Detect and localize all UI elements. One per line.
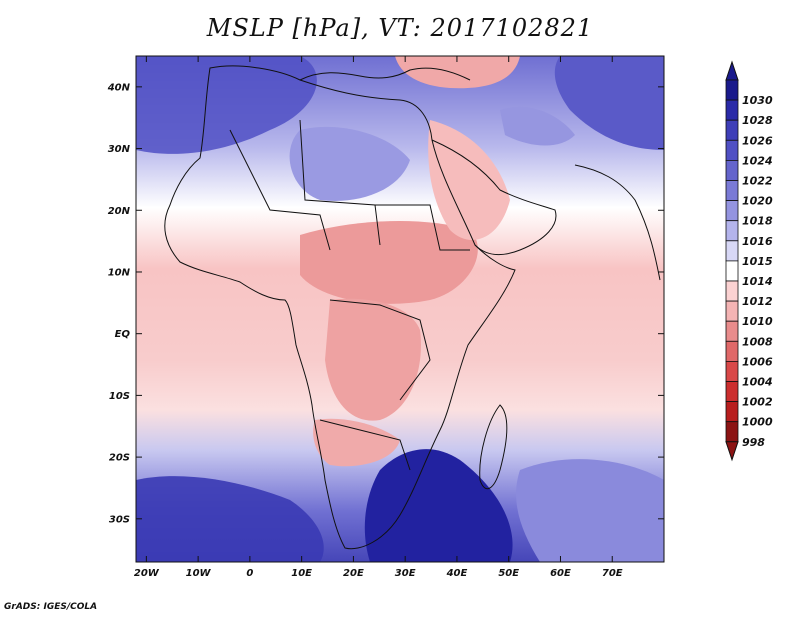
- colorbar-label: 1028: [742, 114, 773, 127]
- colorbar-swatch: [725, 119, 739, 141]
- colorbar-label: 1022: [742, 175, 773, 188]
- colorbar-swatch: [725, 200, 739, 222]
- border-sudan: [375, 204, 470, 251]
- coastlines: [164, 65, 661, 550]
- lat-tick-label: 10S: [109, 391, 130, 402]
- lon-tick-label: 70E: [602, 568, 623, 579]
- lat-tick-label: 20S: [109, 453, 130, 464]
- colorbar-label: 1008: [742, 335, 773, 348]
- border-central-africa: [329, 299, 431, 401]
- plot-frame: [135, 55, 665, 563]
- colorbar-swatch: [725, 159, 739, 181]
- colorbar-label: 1024: [742, 154, 773, 167]
- colorbar-swatch: [725, 360, 739, 382]
- colorbar-label: 1000: [742, 416, 773, 429]
- lon-tick-label: 60E: [550, 568, 571, 579]
- field-sahel-low: [300, 220, 478, 304]
- lon-tick-label: 0: [246, 568, 253, 579]
- colorbar-swatch: [725, 79, 739, 101]
- colorbar-swatch: [725, 300, 739, 322]
- lat-tick-label: 10N: [108, 267, 131, 278]
- latitude-axis: 40N 30N 20N 10N EQ 10S 20S 30S: [107, 82, 664, 525]
- colorbar-label: 1006: [742, 355, 773, 368]
- field-sahara-high: [289, 126, 410, 201]
- field-arabia-low: [428, 120, 510, 240]
- colorbar-label: 1016: [742, 235, 773, 248]
- coastline-arabia: [431, 139, 557, 256]
- colorbar-swatch: [725, 139, 739, 161]
- coastline-madagascar: [479, 404, 508, 490]
- lon-tick-label: 40E: [446, 568, 468, 579]
- colorbar-label: 1026: [742, 134, 773, 147]
- longitude-axis: 20W 10W 0 10E 20E 30E 40E 50E 60E 70E: [134, 56, 623, 579]
- lat-tick-label: 30S: [109, 514, 130, 525]
- colorbar-swatch: [725, 381, 739, 403]
- colorbar-swatch: [725, 421, 739, 443]
- colorbar-label: 1002: [742, 396, 773, 409]
- border-sahara-west: [229, 129, 331, 251]
- lon-tick-label: 20W: [134, 568, 160, 579]
- lon-tick-label: 10W: [186, 568, 212, 579]
- field-iran-high: [500, 106, 575, 146]
- colorbar-swatch: [725, 180, 739, 202]
- coastline-mediterranean: [299, 67, 471, 81]
- coastline-india: [574, 164, 661, 281]
- colorbar-label: 1015: [742, 255, 773, 268]
- colorbar-swatch: [725, 240, 739, 262]
- lat-tick-label: EQ: [115, 329, 131, 340]
- colorbar-swatch: [725, 401, 739, 423]
- field-turkey-low: [395, 56, 520, 89]
- colorbar-label: 1010: [742, 315, 773, 328]
- lon-tick-label: 10E: [291, 568, 312, 579]
- field-indian-ocean-high: [516, 459, 664, 562]
- colorbar-swatch: [725, 340, 739, 362]
- colorbar-label: 1004: [742, 376, 773, 389]
- field-north-atlantic-high: [136, 56, 317, 154]
- pressure-field: [136, 56, 664, 562]
- colorbar-label: 1030: [742, 94, 773, 107]
- colorbar-swatch: [725, 320, 739, 342]
- lat-tick-label: 30N: [108, 144, 131, 155]
- lon-tick-label: 50E: [498, 568, 519, 579]
- lon-tick-label: 30E: [395, 568, 416, 579]
- credit-text: GrADS: IGES/COLA: [4, 602, 98, 612]
- colorbar-label: 1012: [742, 295, 773, 308]
- colorbar-label: 998: [742, 436, 765, 449]
- field-south-atlantic-high: [136, 476, 324, 562]
- lon-tick-label: 20E: [343, 568, 364, 579]
- border-sahara-central: [299, 119, 381, 246]
- colorbar-swatch: [725, 260, 739, 282]
- field-central-africa-low: [325, 298, 421, 421]
- colorbar-swatch: [725, 99, 739, 121]
- colorbar-bottom-arrow: [725, 441, 739, 462]
- map-title: MSLP [hPa], VT: 2017102821: [206, 14, 594, 42]
- colorbar-top-arrow: [725, 60, 739, 81]
- field-southern-africa-low: [313, 418, 400, 467]
- lat-tick-label: 20N: [108, 206, 131, 217]
- field-southeast-high: [364, 449, 513, 562]
- colorbar-swatch: [725, 220, 739, 242]
- field-central-asia-high: [554, 56, 664, 150]
- border-southern-africa: [319, 419, 411, 471]
- coastline-africa: [164, 65, 516, 550]
- colorbar-label: 1018: [742, 215, 773, 228]
- colorbar: 1030 1028 1026 1024 1022 1020 1018 1016 1015 1014…: [725, 60, 773, 462]
- colorbar-label: 1020: [742, 195, 773, 208]
- lat-tick-label: 40N: [107, 82, 131, 93]
- colorbar-swatch: [725, 280, 739, 302]
- colorbar-label: 1014: [742, 275, 773, 288]
